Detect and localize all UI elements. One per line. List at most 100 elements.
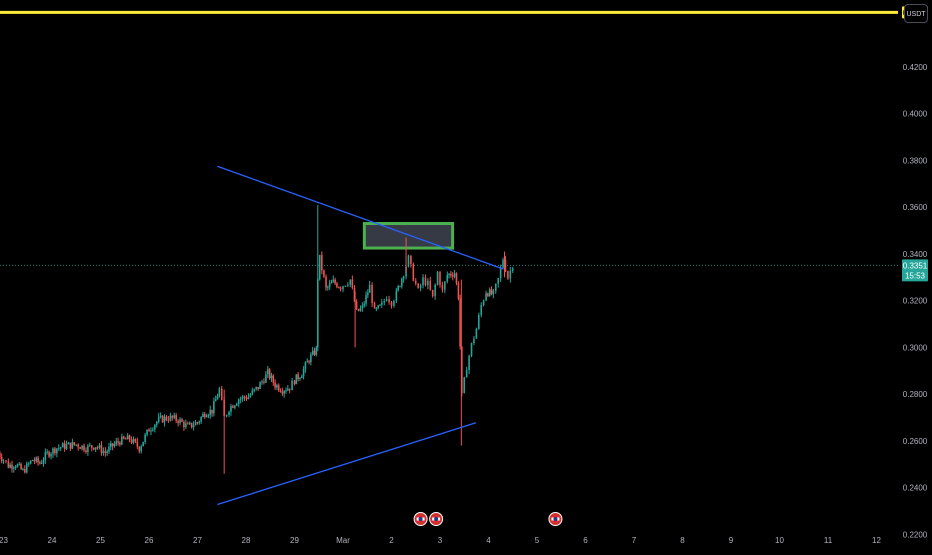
candle bbox=[48, 450, 50, 459]
candle bbox=[245, 395, 248, 401]
support-trendline bbox=[217, 422, 477, 506]
candle-body bbox=[390, 301, 393, 306]
candle bbox=[419, 283, 422, 292]
candle bbox=[33, 457, 36, 464]
candle-body bbox=[401, 278, 403, 287]
currency-button[interactable]: USDT bbox=[904, 4, 928, 23]
candle bbox=[277, 383, 280, 393]
candle-body bbox=[205, 416, 208, 418]
candle-body bbox=[179, 419, 181, 423]
candle-body bbox=[379, 304, 381, 306]
candle bbox=[502, 257, 504, 269]
x-tick-label: 10 bbox=[775, 536, 784, 545]
candle bbox=[65, 440, 68, 450]
candle bbox=[371, 282, 373, 307]
candle bbox=[243, 395, 246, 402]
candle bbox=[431, 289, 434, 298]
event-flag-icon[interactable] bbox=[413, 512, 428, 526]
candle-body bbox=[259, 382, 261, 389]
candle-body bbox=[321, 254, 323, 271]
candle-body bbox=[422, 277, 424, 286]
candle bbox=[492, 288, 495, 299]
candle bbox=[363, 300, 366, 308]
event-flag-icon[interactable] bbox=[548, 512, 563, 526]
candle bbox=[146, 429, 148, 437]
candle bbox=[111, 443, 114, 451]
candle bbox=[373, 301, 376, 309]
candle-body bbox=[353, 287, 356, 302]
candle-body bbox=[35, 457, 38, 462]
candle-body bbox=[48, 451, 50, 457]
candle-body bbox=[50, 453, 52, 457]
candle bbox=[96, 445, 99, 450]
candle bbox=[40, 459, 43, 465]
candle bbox=[167, 416, 170, 423]
candle bbox=[299, 376, 301, 381]
candle-body bbox=[363, 303, 366, 306]
candle-body bbox=[92, 447, 95, 450]
y-tick-label: 0.4000 bbox=[903, 110, 928, 119]
candle bbox=[490, 286, 493, 296]
candle-body bbox=[393, 300, 395, 306]
candle bbox=[83, 443, 85, 453]
candle-body bbox=[357, 309, 360, 311]
candle-body bbox=[344, 285, 347, 287]
candle-body bbox=[89, 445, 91, 447]
candle bbox=[463, 376, 466, 394]
candle bbox=[94, 447, 97, 453]
candle bbox=[115, 437, 118, 447]
event-flag-icon[interactable] bbox=[429, 512, 444, 526]
candle-body bbox=[230, 406, 232, 412]
candle bbox=[203, 411, 206, 419]
candle-body bbox=[220, 388, 223, 400]
candle bbox=[351, 275, 354, 290]
candle-body bbox=[200, 417, 202, 422]
candle bbox=[383, 298, 386, 306]
candle-body bbox=[188, 422, 191, 424]
candle-body bbox=[323, 270, 325, 277]
candle-body bbox=[395, 290, 398, 301]
candle bbox=[455, 272, 458, 286]
candle bbox=[274, 379, 276, 390]
candle bbox=[110, 440, 112, 451]
candle-body bbox=[57, 447, 60, 449]
candle bbox=[249, 392, 252, 398]
candle-body bbox=[502, 259, 504, 268]
candle-body bbox=[359, 308, 362, 311]
candle bbox=[52, 447, 54, 458]
candle bbox=[488, 287, 491, 297]
candle bbox=[117, 437, 119, 446]
candle bbox=[444, 281, 446, 294]
candle bbox=[122, 435, 125, 440]
candle-body bbox=[144, 434, 146, 442]
candle bbox=[424, 274, 427, 287]
candle bbox=[328, 279, 331, 290]
candles bbox=[0, 204, 514, 474]
candle bbox=[98, 442, 101, 450]
candle bbox=[475, 327, 478, 339]
candle-body bbox=[146, 429, 148, 435]
candle bbox=[138, 446, 141, 454]
candle bbox=[385, 296, 388, 302]
candle-body bbox=[211, 409, 213, 414]
candle-body bbox=[152, 429, 154, 431]
candle-body bbox=[424, 277, 427, 286]
candle bbox=[459, 294, 461, 350]
candle bbox=[128, 434, 131, 443]
candle-body bbox=[169, 415, 172, 421]
candle bbox=[218, 386, 221, 398]
candle-body bbox=[318, 254, 321, 280]
candle-body bbox=[22, 469, 24, 471]
candle-body bbox=[265, 374, 267, 383]
candle-body bbox=[283, 390, 285, 394]
candle-body bbox=[313, 350, 316, 355]
candle bbox=[315, 345, 318, 357]
candle-body bbox=[475, 328, 478, 339]
candle bbox=[332, 275, 335, 283]
candle-body bbox=[108, 446, 110, 452]
candle-body bbox=[27, 463, 30, 465]
candle-body bbox=[11, 464, 13, 469]
candle-body bbox=[234, 405, 236, 408]
